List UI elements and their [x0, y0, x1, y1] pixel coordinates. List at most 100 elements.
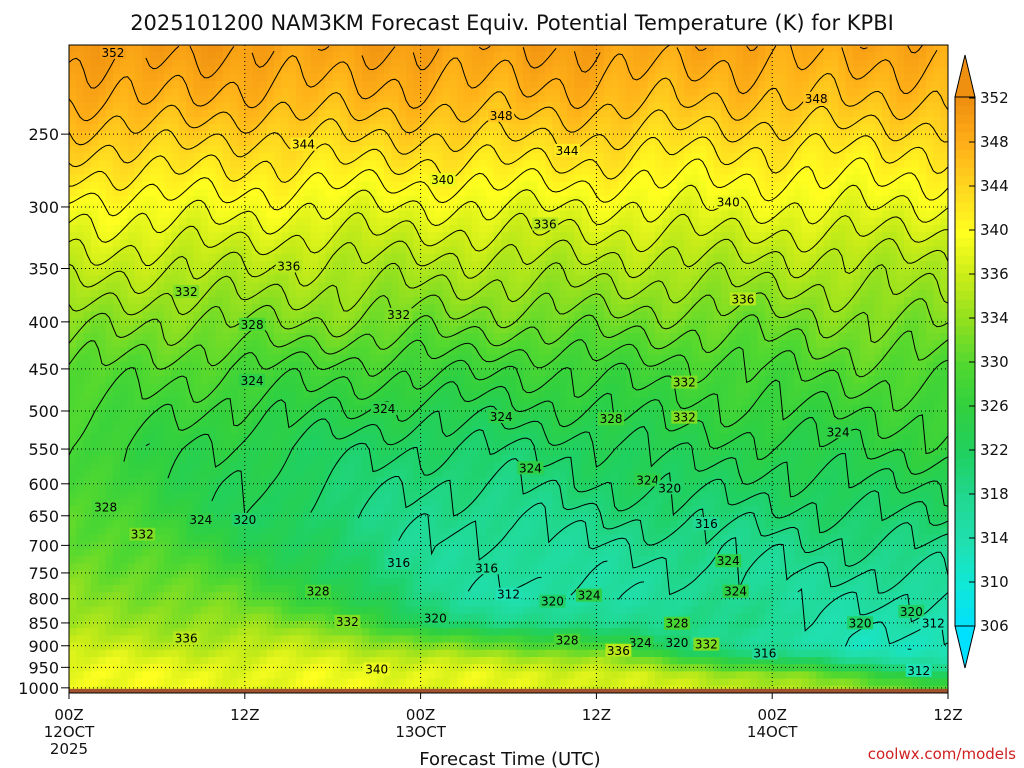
- field-cell: [164, 261, 173, 269]
- field-cell: [171, 325, 180, 334]
- field-cell: [105, 289, 114, 298]
- field-cell: [383, 239, 392, 248]
- field-cell: [120, 354, 129, 363]
- field-cell: [120, 109, 129, 118]
- field-cell: [98, 541, 107, 550]
- field-cell: [244, 203, 253, 212]
- field-cell: [98, 88, 107, 96]
- field-cell: [413, 397, 422, 406]
- field-cell: [274, 109, 283, 118]
- field-cell: [303, 289, 312, 298]
- field-cell: [303, 469, 312, 478]
- field-cell: [252, 541, 261, 550]
- field-cell: [83, 304, 92, 312]
- field-cell: [310, 484, 319, 492]
- field-cell: [354, 520, 363, 528]
- field-cell: [457, 441, 466, 449]
- field-cell: [340, 66, 348, 75]
- field-cell: [156, 613, 165, 622]
- field-cell: [310, 311, 319, 320]
- field-cell: [325, 383, 334, 392]
- field-cell: [244, 138, 253, 147]
- field-cell: [164, 239, 173, 248]
- field-cell: [369, 45, 378, 53]
- field-cell: [303, 412, 312, 420]
- field-cell: [266, 311, 275, 320]
- field-cell: [244, 563, 253, 572]
- field-cell: [281, 606, 290, 615]
- field-cell: [237, 354, 246, 363]
- field-cell: [252, 203, 261, 212]
- field-cell: [383, 498, 392, 507]
- field-cell: [112, 649, 121, 658]
- field-cell: [442, 577, 451, 586]
- field-cell: [171, 217, 180, 226]
- field-cell: [252, 657, 261, 665]
- field-cell: [413, 484, 422, 492]
- field-cell: [318, 498, 326, 507]
- field-cell: [252, 613, 261, 622]
- field-cell: [164, 268, 173, 276]
- field-cell: [296, 304, 304, 312]
- field-cell: [156, 541, 165, 550]
- field-cell: [420, 261, 429, 269]
- field-cell: [471, 282, 480, 291]
- field-cell: [391, 246, 400, 255]
- field-cell: [178, 577, 187, 586]
- field-cell: [347, 145, 356, 154]
- field-cell: [354, 527, 363, 536]
- field-cell: [120, 167, 129, 176]
- field-cell: [435, 383, 444, 392]
- field-cell: [237, 649, 246, 658]
- field-cell: [83, 599, 92, 608]
- field-cell: [420, 297, 429, 305]
- field-cell: [464, 563, 473, 572]
- field-cell: [105, 412, 114, 420]
- field-cell: [354, 196, 363, 204]
- field-cell: [391, 549, 400, 557]
- field-cell: [237, 340, 246, 348]
- field-cell: [178, 534, 187, 543]
- field-cell: [413, 606, 422, 615]
- field-cell: [398, 361, 407, 370]
- field-cell: [244, 397, 253, 406]
- field-cell: [186, 549, 195, 557]
- field-cell: [420, 433, 429, 442]
- field-cell: [237, 585, 246, 593]
- field-cell: [383, 441, 392, 449]
- field-cell: [449, 642, 458, 651]
- field-cell: [127, 513, 136, 521]
- field-cell: [134, 124, 143, 132]
- field-cell: [120, 383, 129, 392]
- field-cell: [398, 45, 407, 53]
- field-cell: [296, 426, 304, 435]
- field-cell: [200, 318, 209, 327]
- field-cell: [442, 59, 451, 68]
- field-cell: [471, 66, 480, 75]
- field-cell: [83, 160, 92, 168]
- field-cell: [310, 520, 319, 528]
- field-cell: [376, 160, 385, 168]
- field-cell: [76, 261, 85, 269]
- field-cell: [449, 513, 458, 521]
- field-cell: [420, 635, 429, 644]
- field-cell: [413, 253, 422, 262]
- field-cell: [274, 426, 283, 435]
- field-cell: [193, 354, 202, 363]
- field-cell: [420, 426, 429, 435]
- field-cell: [156, 304, 165, 312]
- field-cell: [464, 196, 473, 204]
- field-cell: [347, 210, 356, 219]
- field-cell: [120, 347, 129, 356]
- field-cell: [420, 160, 429, 168]
- field-cell: [383, 592, 392, 600]
- field-cell: [252, 88, 261, 96]
- field-cell: [208, 153, 217, 161]
- field-cell: [435, 585, 444, 593]
- field-cell: [288, 131, 297, 140]
- field-cell: [347, 88, 356, 96]
- field-cell: [405, 613, 414, 622]
- field-cell: [457, 390, 466, 399]
- field-cell: [427, 45, 436, 53]
- field-cell: [186, 117, 195, 125]
